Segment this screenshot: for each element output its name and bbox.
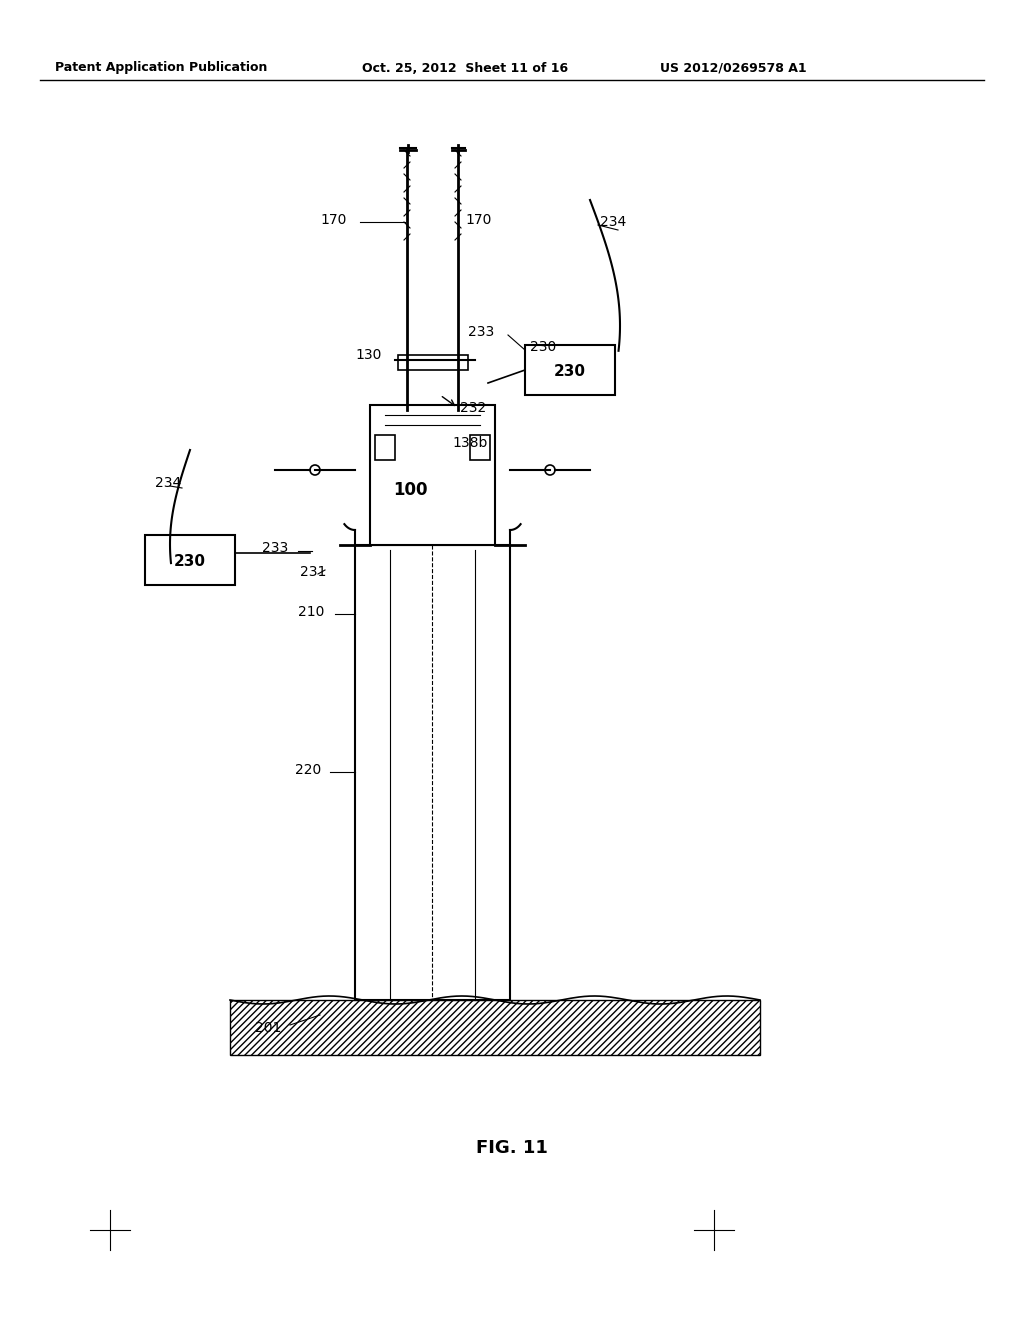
- Bar: [145, 535, 234, 585]
- Text: 130: 130: [355, 348, 381, 362]
- Bar: [355, 545, 510, 1001]
- Text: Oct. 25, 2012  Sheet 11 of 16: Oct. 25, 2012 Sheet 11 of 16: [362, 62, 568, 74]
- Bar: [398, 355, 468, 370]
- Polygon shape: [230, 1001, 760, 1055]
- Text: 234: 234: [600, 215, 627, 228]
- Text: 170: 170: [319, 213, 346, 227]
- Text: 234: 234: [155, 477, 181, 490]
- Text: 201: 201: [255, 1020, 282, 1035]
- Text: 220: 220: [295, 763, 322, 777]
- Text: 170: 170: [465, 213, 492, 227]
- Text: 231: 231: [300, 565, 327, 579]
- Text: 232: 232: [460, 401, 486, 414]
- Text: 233: 233: [468, 325, 495, 339]
- Bar: [470, 436, 490, 459]
- Bar: [370, 405, 495, 545]
- Text: 210: 210: [298, 605, 325, 619]
- Text: FIG. 11: FIG. 11: [476, 1139, 548, 1158]
- Bar: [375, 436, 395, 459]
- Text: 230: 230: [530, 341, 556, 354]
- Text: 233: 233: [262, 541, 288, 554]
- Bar: [525, 345, 615, 395]
- Text: US 2012/0269578 A1: US 2012/0269578 A1: [660, 62, 807, 74]
- Text: Patent Application Publication: Patent Application Publication: [55, 62, 267, 74]
- Text: 138b: 138b: [452, 436, 487, 450]
- Text: 230: 230: [554, 364, 586, 380]
- Text: 230: 230: [174, 554, 206, 569]
- Text: 100: 100: [393, 480, 427, 499]
